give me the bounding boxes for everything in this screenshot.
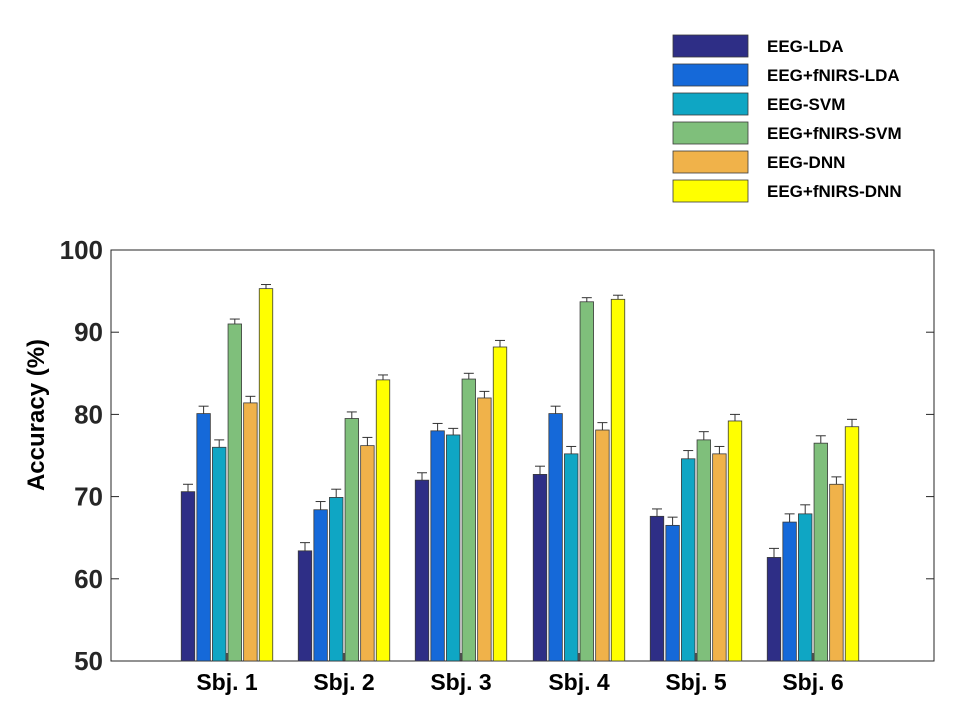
legend: EEG-LDA EEG+fNIRS-LDA EEG-SVM EEG+fNIRS-SVM… bbox=[672, 34, 902, 203]
x-tick-label: Sbj. 6 bbox=[782, 669, 843, 695]
bar bbox=[782, 521, 797, 662]
bar bbox=[196, 413, 211, 662]
x-tick-label: Sbj. 3 bbox=[430, 669, 491, 695]
bar bbox=[844, 426, 860, 662]
y-tick-label: 100 bbox=[60, 235, 103, 265]
bar bbox=[461, 378, 476, 662]
bar bbox=[492, 346, 508, 662]
bar bbox=[258, 288, 274, 662]
legend-swatch bbox=[672, 63, 749, 87]
bar bbox=[477, 397, 492, 662]
x-tick-label: Sbj. 2 bbox=[313, 669, 374, 695]
bar bbox=[696, 439, 711, 662]
bar bbox=[649, 515, 665, 662]
legend-label: EEG+fNIRS-LDA bbox=[767, 66, 900, 85]
bar bbox=[414, 479, 430, 662]
bar bbox=[243, 402, 258, 662]
bar bbox=[297, 550, 313, 662]
bar bbox=[564, 453, 579, 662]
bar bbox=[375, 379, 391, 662]
bar bbox=[681, 458, 696, 662]
legend-label: EEG-LDA bbox=[767, 37, 844, 56]
bar bbox=[227, 323, 242, 662]
bar bbox=[766, 557, 782, 662]
bar bbox=[329, 497, 344, 662]
legend-label: EEG+fNIRS-SVM bbox=[767, 124, 902, 143]
legend-label: EEG-DNN bbox=[767, 153, 845, 172]
bar bbox=[548, 413, 563, 662]
y-tick-label: 80 bbox=[74, 399, 103, 429]
x-tick-label: Sbj. 4 bbox=[548, 669, 610, 695]
y-tick-label: 50 bbox=[74, 646, 103, 676]
bar bbox=[360, 445, 375, 662]
legend-label: EEG+fNIRS-DNN bbox=[767, 182, 902, 201]
legend-swatch bbox=[672, 150, 749, 174]
bar bbox=[430, 430, 445, 662]
legend-swatch bbox=[672, 179, 749, 203]
bar bbox=[344, 418, 359, 662]
y-tick-label: 70 bbox=[74, 482, 103, 512]
x-tick-label: Sbj. 5 bbox=[665, 669, 727, 695]
bar bbox=[813, 442, 828, 662]
legend-swatch bbox=[672, 121, 749, 145]
legend-swatch bbox=[672, 92, 749, 116]
y-axis-label: Accuracy (%) bbox=[23, 339, 50, 491]
plot-area bbox=[110, 249, 935, 662]
bar bbox=[180, 491, 196, 662]
bar bbox=[212, 446, 227, 662]
bar bbox=[712, 453, 727, 662]
bar bbox=[665, 524, 680, 662]
bar bbox=[829, 483, 844, 662]
x-tick-label: Sbj. 1 bbox=[196, 669, 258, 695]
bar bbox=[532, 474, 548, 662]
y-tick-label: 60 bbox=[74, 564, 103, 594]
bar bbox=[727, 420, 743, 662]
bar bbox=[610, 298, 626, 662]
bar bbox=[595, 429, 610, 662]
y-axis: 50 60 70 80 90 100 bbox=[60, 235, 934, 676]
legend-swatch bbox=[672, 34, 749, 58]
bar bbox=[313, 509, 328, 662]
bar bbox=[446, 434, 461, 662]
legend-label: EEG-SVM bbox=[767, 95, 845, 114]
bar bbox=[579, 301, 594, 662]
x-axis: Sbj. 1 Sbj. 2 Sbj. 3 Sbj. 4 Sbj. 5 Sbj. 6 bbox=[196, 653, 844, 695]
bar bbox=[798, 513, 813, 662]
y-tick-label: 90 bbox=[74, 317, 103, 347]
